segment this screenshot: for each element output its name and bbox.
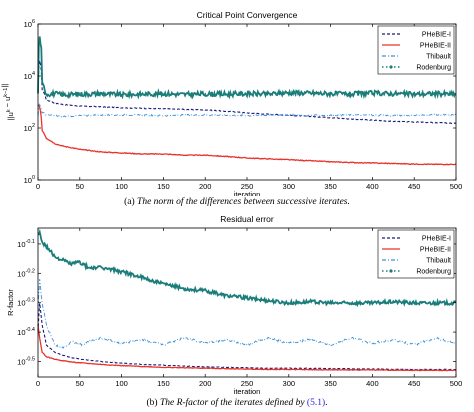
y-tick-label: 102 [24,123,35,133]
y-tick-label: 104 [24,71,35,81]
legend-label: Rodenburg [416,65,451,72]
y-axis-label: R-factor [6,289,15,316]
x-axis-label: iteration [234,190,261,196]
x-tick-label: 150 [157,182,170,191]
series-line-phebie-i [37,303,457,371]
series-line-rodenburg [37,36,457,100]
legend-label: PHeBIE-I [422,32,451,39]
x-tick-label: 500 [450,182,463,191]
x-tick-label: 250 [241,379,254,388]
x-tick-label: 450 [408,379,421,388]
chart-title: Critical Point Convergence [197,10,298,20]
x-tick-label: 100 [115,182,128,191]
series-line-phebie-i [37,60,457,125]
caption-b-ref[interactable]: (5.1) [306,398,326,408]
x-tick-label: 350 [324,379,337,388]
series-line-phebie-ii [37,325,457,372]
y-tick-label: 10-0.1 [17,239,35,249]
x-tick-label: 300 [283,379,296,388]
caption-b-text: The R-factor of the iterates defined by [159,398,305,408]
legend-marker [389,269,393,273]
x-tick-label: 200 [199,182,212,191]
series-line-phebie-ii [37,104,457,166]
caption-a-text: The norm of the differences between succ… [137,197,350,207]
residual-chart: Residual error 0 50 100 150 200 250 300 350 400 45… [6,214,463,396]
x-tick-label: 50 [76,182,84,191]
x-tick-label: 500 [450,379,463,388]
series-line-thibault [37,279,457,349]
caption-a-tag: (a) [124,197,135,207]
y-tick-label: 10-0.5 [17,356,35,366]
x-tick-label: 150 [157,379,170,388]
caption-b-tag: (b) [146,398,158,408]
x-axis-label: iteration [234,387,261,396]
y-tick-label: 10-0.2 [17,268,35,278]
series-line-thibault [37,103,457,118]
caption-a: (a) The norm of the differences between … [0,197,474,207]
x-tick-label: 400 [366,182,379,191]
legend-label: PHeBIE-II [420,247,451,254]
x-tick-label: 400 [366,379,379,388]
legend-label: PHeBIE-I [422,236,451,243]
y-tick-label: 10-0.4 [17,327,35,337]
y-tick-label: 100 [24,175,35,185]
x-tick-label: 100 [115,379,128,388]
x-tick-label: 0 [36,379,40,388]
caption-b-end: . [325,398,328,408]
legend-label: Rodenburg [416,269,451,276]
x-tick-label: 250 [241,182,254,191]
legend-label: Thibault [426,54,451,61]
y-axis-label: ||uk − uk−1|| [0,84,15,121]
y-tick-label: 10-0.3 [17,298,35,308]
legend-marker [389,65,393,69]
x-tick-label: 300 [283,182,296,191]
caption-b: (b) The R-factor of the iterates defined… [0,398,474,408]
x-tick-label: 350 [324,182,337,191]
chart-title: Residual error [220,214,274,224]
series-line-rodenburg [37,228,457,308]
y-tick-label: 106 [24,19,35,29]
x-tick-label: 0 [36,182,40,191]
x-tick-label: 450 [408,182,421,191]
convergence-chart: Critical Point Convergence 0 50 100 150 200 25… [0,10,463,196]
x-tick-label: 200 [199,379,212,388]
legend-label: Thibault [426,258,451,265]
legend-label: PHeBIE-II [420,43,451,50]
x-tick-label: 50 [76,379,84,388]
